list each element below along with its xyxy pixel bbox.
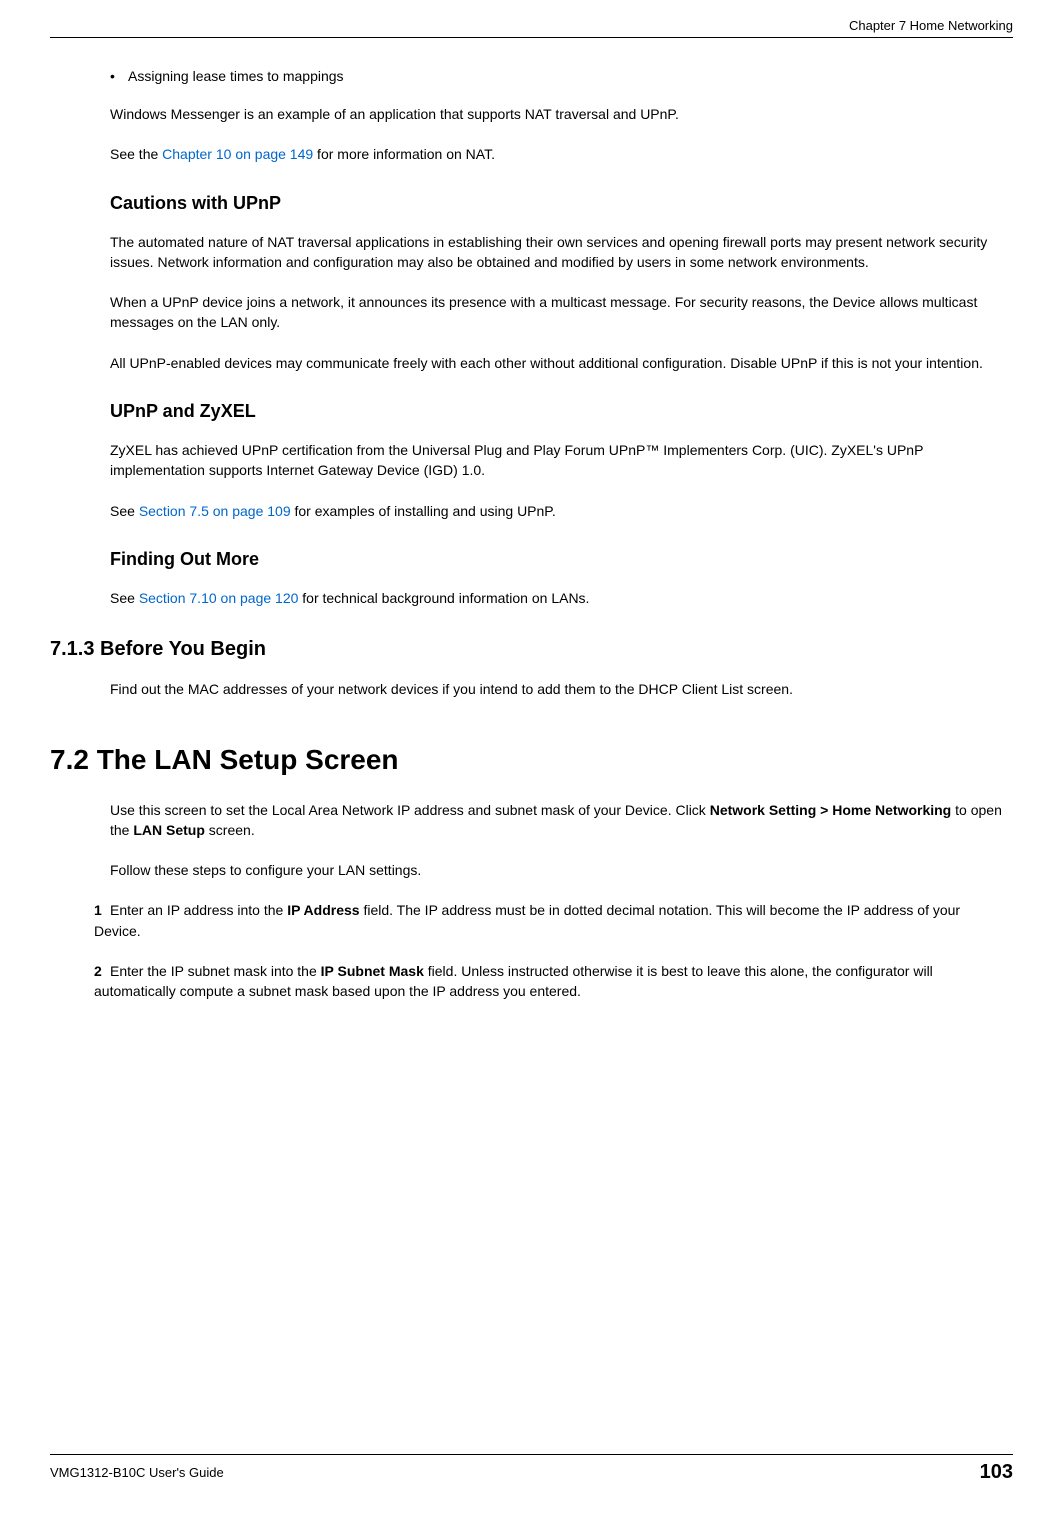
- link-chapter10[interactable]: Chapter 10 on page 149: [162, 146, 313, 162]
- para-multicast: When a UPnP device joins a network, it a…: [110, 292, 1008, 333]
- para-mac-addresses: Find out the MAC addresses of your netwo…: [110, 679, 1008, 699]
- para-see-chapter10: See the Chapter 10 on page 149 for more …: [110, 144, 1008, 164]
- footer-guide-name: VMG1312-B10C User's Guide: [50, 1465, 224, 1480]
- para-lan-setup-intro: Use this screen to set the Local Area Ne…: [110, 800, 1008, 841]
- para-disable-upnp: All UPnP-enabled devices may communicate…: [110, 353, 1008, 373]
- text-suffix: for technical background information on …: [298, 590, 589, 606]
- text-prefix: See: [110, 590, 139, 606]
- page-footer: VMG1312-B10C User's Guide 103: [50, 1454, 1013, 1524]
- step-1: 1Enter an IP address into the IP Address…: [94, 900, 1008, 941]
- heading-before-you-begin: 7.1.3 Before You Begin: [50, 638, 1008, 661]
- heading-finding-out-more: Finding Out More: [110, 549, 1008, 570]
- page-container: Chapter 7 Home Networking Assigning leas…: [0, 0, 1063, 1524]
- para-nat-traversal: The automated nature of NAT traversal ap…: [110, 232, 1008, 273]
- text-suffix: for more information on NAT.: [313, 146, 495, 162]
- text-a: Use this screen to set the Local Area Ne…: [110, 802, 710, 818]
- heading-cautions-upnp: Cautions with UPnP: [110, 193, 1008, 214]
- heading-lan-setup-screen: 7.2 The LAN Setup Screen: [50, 744, 1008, 776]
- footer-page-number: 103: [980, 1461, 1013, 1484]
- text-a: Enter the IP subnet mask into the: [110, 963, 321, 979]
- bold-nav-path: Network Setting > Home Networking: [710, 802, 952, 818]
- bullet-lease-times: Assigning lease times to mappings: [110, 68, 1008, 84]
- link-section710[interactable]: Section 7.10 on page 120: [139, 590, 299, 606]
- text-a: Enter an IP address into the: [110, 902, 287, 918]
- text-prefix: See: [110, 503, 139, 519]
- step-number: 2: [94, 961, 110, 981]
- heading-upnp-zyxel: UPnP and ZyXEL: [110, 401, 1008, 422]
- bold-lan-setup: LAN Setup: [133, 822, 205, 838]
- text-prefix: See the: [110, 146, 162, 162]
- chapter-title: Chapter 7 Home Networking: [849, 18, 1013, 33]
- para-follow-steps: Follow these steps to configure your LAN…: [110, 860, 1008, 880]
- para-certification: ZyXEL has achieved UPnP certification fr…: [110, 440, 1008, 481]
- bold-ip-address: IP Address: [287, 902, 359, 918]
- link-section75[interactable]: Section 7.5 on page 109: [139, 503, 291, 519]
- bold-ip-subnet-mask: IP Subnet Mask: [321, 963, 424, 979]
- para-messenger: Windows Messenger is an example of an ap…: [110, 104, 1008, 124]
- text-c: screen.: [205, 822, 255, 838]
- para-see-section710: See Section 7.10 on page 120 for technic…: [110, 588, 1008, 608]
- page-header: Chapter 7 Home Networking: [50, 0, 1013, 38]
- step-2: 2Enter the IP subnet mask into the IP Su…: [94, 961, 1008, 1002]
- page-content: Assigning lease times to mappings Window…: [50, 38, 1013, 1454]
- para-see-section75: See Section 7.5 on page 109 for examples…: [110, 501, 1008, 521]
- text-suffix: for examples of installing and using UPn…: [291, 503, 556, 519]
- step-number: 1: [94, 900, 110, 920]
